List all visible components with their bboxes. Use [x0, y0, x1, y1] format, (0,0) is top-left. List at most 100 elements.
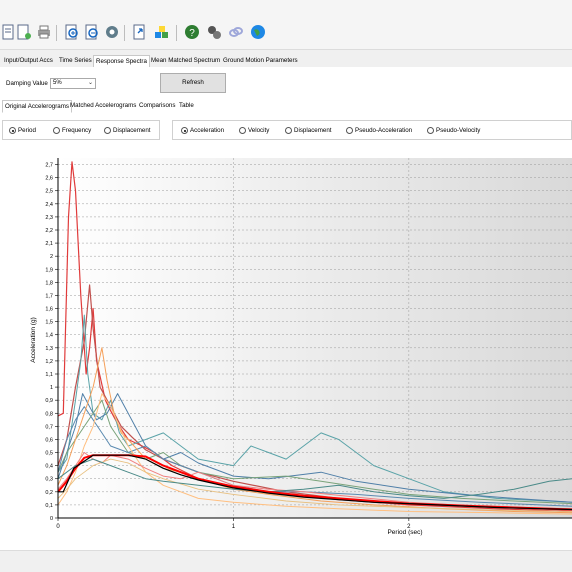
x-axis-option-group: Period Frequency Displacement	[2, 120, 160, 140]
print-icon[interactable]	[36, 24, 52, 40]
link-icon[interactable]	[228, 24, 244, 40]
settings-gear-icon[interactable]	[104, 24, 120, 40]
y-tick-label: 0,1	[45, 503, 53, 509]
response-spectra-chart: 0 0,1 0,2 0,3 0,4 0,5 0,6 0,7 0,8 0,9 1 1,1 1,2 1,3 1,…	[0, 140, 572, 550]
radio-label: Displacement	[294, 127, 332, 134]
radio-dot	[427, 127, 434, 134]
radio-period[interactable]: Period	[9, 126, 36, 135]
y-tick-label: 1,6	[45, 307, 53, 313]
damping-value: 5%	[53, 80, 62, 86]
y-tick-label: 2,2	[45, 228, 53, 234]
y-tick-label: 1,9	[45, 267, 53, 273]
toolbar: ?	[0, 0, 572, 50]
grid-lines	[58, 158, 572, 518]
axes	[57, 158, 572, 519]
status-bar	[0, 550, 572, 572]
chevron-down-icon: ⌄	[87, 80, 93, 86]
radio-displacement-x[interactable]: Displacement	[104, 126, 151, 135]
x-tick-label: 0	[56, 524, 60, 530]
y-tick-label: 2,6	[45, 176, 53, 182]
zoom-in-icon[interactable]	[64, 24, 80, 40]
y-tick-label: 0,6	[45, 437, 53, 443]
y-tick-label: 1,4	[45, 333, 53, 339]
tab-input-output-accs[interactable]: Input/Output Accs	[4, 57, 53, 64]
x-axis-title: Period (sec)	[387, 529, 422, 536]
tab-mean-matched-spectrum[interactable]: Mean Matched Spectrum	[151, 57, 221, 64]
plot-background	[58, 158, 572, 518]
x-tick-label: 2	[407, 524, 411, 530]
y-tick-label: 1,8	[45, 280, 53, 286]
sub-tab-strip: Original Accelerograms Matched Accelerog…	[0, 100, 572, 113]
y-tick-label: 2	[50, 254, 53, 260]
help-icon[interactable]: ?	[184, 24, 200, 40]
globe-icon[interactable]	[250, 24, 266, 40]
tab-table[interactable]: Table	[179, 102, 194, 109]
tab-ground-motion-parameters[interactable]: Ground Motion Parameters	[223, 57, 298, 64]
y-tick-label: 2,7	[45, 163, 53, 169]
radio-label: Acceleration	[190, 127, 225, 134]
y-tick-label: 1	[50, 385, 53, 391]
series-line-9	[57, 452, 572, 510]
tab-comparisons[interactable]: Comparisons	[139, 102, 176, 109]
series-line-5	[57, 399, 572, 505]
y-tick-label: 2,5	[45, 189, 53, 195]
radio-pseudo-velocity[interactable]: Pseudo-Velocity	[427, 126, 480, 135]
tab-time-series[interactable]: Time Series	[59, 57, 92, 64]
y-tick-label: 1,2	[45, 359, 53, 365]
radio-label: Velocity	[248, 127, 270, 134]
y-tick-label: 2,1	[45, 241, 53, 247]
y-tick-label: 1,1	[45, 372, 53, 378]
series-line-13	[58, 454, 572, 511]
y-tick-label: 2,3	[45, 215, 53, 221]
y-tick-labels: 0 0,1 0,2 0,3 0,4 0,5 0,6 0,7 0,8 0,9 1 1,1 1,2 1,3 1,…	[45, 163, 58, 522]
y-tick-label: 0,3	[45, 477, 53, 483]
radio-velocity[interactable]: Velocity	[239, 126, 269, 135]
series-lines	[57, 161, 572, 515]
series-line-8	[57, 393, 572, 515]
toolbar-separator	[124, 25, 125, 41]
y-tick-label: 0,7	[45, 424, 53, 430]
tab-matched-accelerograms[interactable]: Matched Accelerograms	[70, 102, 137, 109]
main-tab-strip: Input/Output Accs Time Series Response S…	[0, 55, 572, 68]
toolbar-separator	[176, 25, 177, 41]
radio-label: Pseudo-Velocity	[436, 127, 481, 134]
series-line-3	[57, 314, 572, 503]
x-tick-labels: 0 1 2	[56, 518, 411, 530]
zoom-out-icon[interactable]	[84, 24, 100, 40]
new-document-icon[interactable]	[16, 24, 32, 40]
svg-text:?: ?	[189, 28, 195, 39]
tools-icon[interactable]	[206, 24, 222, 40]
y-tick-label: 0	[50, 516, 53, 522]
radio-dot	[285, 127, 292, 134]
damping-select[interactable]: 5% ⌄	[50, 78, 96, 89]
radio-frequency[interactable]: Frequency	[53, 126, 91, 135]
y-axis-option-group: Acceleration Velocity Displacement Pseud…	[172, 120, 572, 140]
radio-label: Period	[18, 127, 36, 134]
y-tick-label: 0,2	[45, 490, 53, 496]
y-tick-label: 1,5	[45, 320, 53, 326]
y-tick-label: 0,4	[45, 464, 53, 470]
radio-dot	[181, 127, 188, 134]
radio-displacement-y[interactable]: Displacement	[285, 126, 332, 135]
export-icon[interactable]	[132, 24, 148, 40]
document-icon[interactable]	[0, 24, 16, 40]
y-axis-title: Acceleration (g)	[30, 317, 37, 363]
radio-label: Displacement	[113, 127, 151, 134]
radio-dot	[239, 127, 246, 134]
tab-original-accelerograms[interactable]: Original Accelerograms	[2, 100, 72, 113]
series-line-6	[57, 406, 572, 507]
y-tick-label: 0,9	[45, 398, 53, 404]
radio-dot	[9, 127, 16, 134]
radio-pseudo-acceleration[interactable]: Pseudo-Acceleration	[346, 126, 412, 135]
radio-label: Pseudo-Acceleration	[355, 127, 413, 134]
radio-dot	[104, 127, 111, 134]
series-line-10	[57, 458, 572, 512]
y-tick-label: 0,5	[45, 451, 53, 457]
damping-label: Damping Value	[6, 80, 48, 87]
cubes-icon[interactable]	[154, 24, 170, 40]
y-tick-label: 2,4	[45, 202, 53, 208]
radio-dot	[346, 127, 353, 134]
refresh-button[interactable]: Refresh	[160, 73, 226, 93]
radio-acceleration[interactable]: Acceleration	[181, 126, 224, 135]
